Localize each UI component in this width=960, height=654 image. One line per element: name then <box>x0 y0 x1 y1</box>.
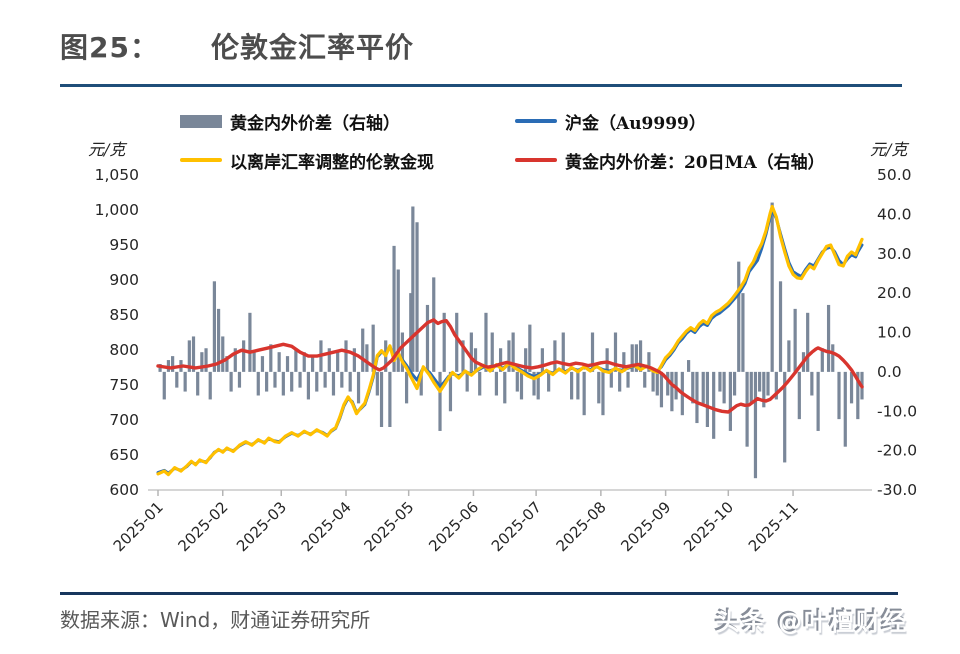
combo-chart: 2025-01 2025-02 2025-03 2025-04 2025-05 2025-… <box>95 166 917 555</box>
svg-text:1,000: 1,000 <box>95 201 139 219</box>
legend-label: 黄金内外价差：20日MA（右轴） <box>565 152 825 173</box>
legend-item-london-gold-adjusted: 以离岸汇率调整的伦敦金现 <box>180 147 515 173</box>
svg-text:2025-10: 2025-10 <box>680 498 737 555</box>
svg-text:700: 700 <box>109 411 139 429</box>
svg-text:1,050: 1,050 <box>95 166 139 184</box>
svg-text:900: 900 <box>109 271 139 289</box>
svg-text:750: 750 <box>109 376 139 394</box>
left-axis-unit: 元/克 <box>88 140 126 159</box>
legend-label: 以离岸汇率调整的伦敦金现 <box>230 152 434 173</box>
svg-text:20.0: 20.0 <box>877 284 912 302</box>
svg-text:650: 650 <box>109 446 139 464</box>
svg-text:-30.0: -30.0 <box>877 481 917 499</box>
legend-item-shfe-gold: 沪金（Au9999） <box>515 108 825 134</box>
svg-text:2025-07: 2025-07 <box>488 498 545 555</box>
svg-text:950: 950 <box>109 236 139 254</box>
svg-text:50.0: 50.0 <box>877 166 912 184</box>
right-axis-unit: 元/克 <box>870 140 908 159</box>
legend-item-spread-ma20: 黄金内外价差：20日MA（右轴） <box>515 147 825 173</box>
svg-text:30.0: 30.0 <box>877 245 912 263</box>
svg-text:2025-02: 2025-02 <box>175 498 232 555</box>
svg-text:10.0: 10.0 <box>877 324 912 342</box>
title-underline <box>60 84 902 87</box>
svg-text:2025-05: 2025-05 <box>360 498 417 555</box>
svg-text:-10.0: -10.0 <box>877 402 917 420</box>
svg-text:0.0: 0.0 <box>877 363 902 381</box>
legend-label: 沪金（Au9999） <box>565 113 706 134</box>
svg-text:-20.0: -20.0 <box>877 442 917 460</box>
legend-label: 黄金内外价差（右轴） <box>230 113 400 134</box>
svg-text:850: 850 <box>109 306 139 324</box>
footer-rule <box>60 592 898 595</box>
svg-text:2025-09: 2025-09 <box>617 498 674 555</box>
bar-swatch-icon <box>180 114 222 128</box>
svg-text:2025-11: 2025-11 <box>745 498 802 555</box>
page-title: 伦敦金汇率平价 <box>210 31 414 64</box>
figure-number: 图25： <box>60 31 159 64</box>
svg-text:2025-08: 2025-08 <box>553 498 610 555</box>
line-swatch-icon <box>180 158 222 162</box>
chart-legend: 黄金内外价差（右轴） 沪金（Au9999） 以离岸汇率调整的伦敦金现 黄金内外价… <box>180 108 825 173</box>
svg-text:40.0: 40.0 <box>877 205 912 223</box>
svg-text:2025-06: 2025-06 <box>425 498 482 555</box>
line-swatch-icon <box>515 119 557 123</box>
legend-item-spread-bars: 黄金内外价差（右轴） <box>180 108 515 134</box>
toutiao-watermark: 头条 @叶檀财经 <box>715 608 908 636</box>
svg-text:2025-04: 2025-04 <box>298 498 355 555</box>
data-source-note: 数据来源：Wind，财通证券研究所 <box>60 608 371 632</box>
svg-text:800: 800 <box>109 341 139 359</box>
figure-title: 图25： 伦敦金汇率平价 <box>60 26 414 66</box>
svg-text:2025-03: 2025-03 <box>233 498 290 555</box>
svg-text:2025-01: 2025-01 <box>110 498 167 555</box>
svg-text:600: 600 <box>109 481 139 499</box>
line-swatch-icon <box>515 158 557 162</box>
